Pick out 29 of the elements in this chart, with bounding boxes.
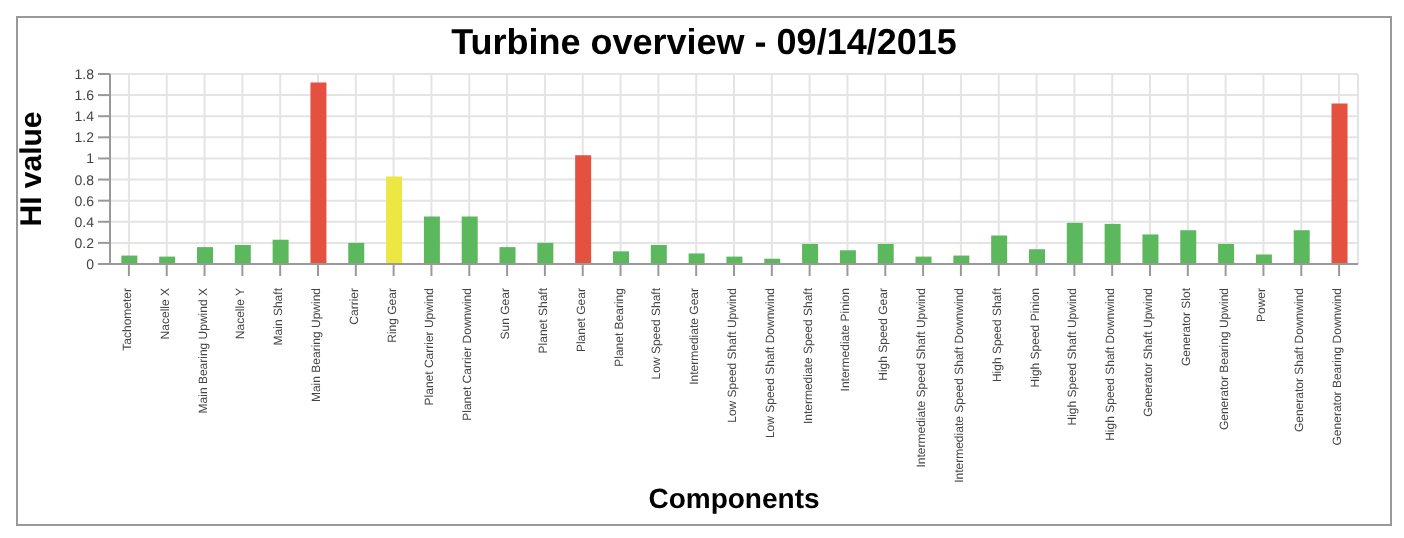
bar (234, 245, 251, 264)
bar (1218, 243, 1235, 264)
bar (991, 235, 1008, 264)
bar (575, 155, 592, 264)
bar (537, 242, 554, 264)
bar (1066, 222, 1083, 264)
bar (802, 243, 819, 264)
bar (1028, 249, 1045, 264)
bar (1180, 230, 1197, 264)
bar (423, 216, 440, 264)
y-axis-title: HI value (14, 111, 49, 227)
bar (348, 242, 365, 264)
bar (1331, 103, 1348, 264)
bar (688, 253, 705, 264)
bar (1293, 230, 1310, 264)
bar (461, 216, 478, 264)
bar (310, 82, 327, 264)
chart-title: Turbine overview - 09/14/2015 (449, 22, 959, 66)
x-axis-title: Components (648, 482, 820, 514)
bar (650, 245, 667, 264)
bar (386, 176, 403, 264)
bar (272, 239, 289, 264)
bar (196, 247, 213, 264)
bar (612, 251, 629, 264)
bar (839, 250, 856, 264)
bar (499, 247, 516, 264)
bar (877, 243, 894, 264)
bar (1104, 223, 1121, 264)
bar (1142, 234, 1159, 264)
